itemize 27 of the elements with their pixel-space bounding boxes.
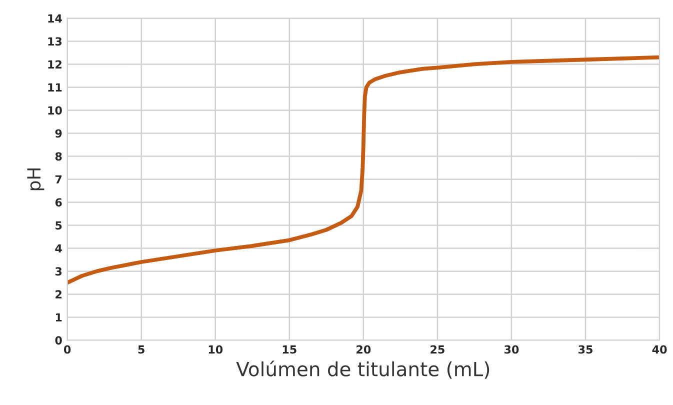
y-tick-label: 0	[55, 336, 62, 345]
x-tick-label: 40	[652, 345, 667, 354]
y-tick-label: 6	[55, 198, 62, 207]
x-tick-label: 5	[138, 345, 144, 354]
x-tick-label: 15	[282, 345, 296, 354]
x-tick-label: 35	[578, 345, 592, 354]
x-tick-label: 20	[356, 345, 371, 354]
y-tick-label: 2	[56, 290, 62, 298]
y-tick-label: 11	[48, 83, 62, 92]
x-axis-title: Volúmen de titulante (mL)	[236, 360, 490, 379]
y-axis-title: pH	[27, 168, 44, 190]
y-tick-label: 12	[48, 60, 62, 68]
y-tick-label: 7	[55, 175, 62, 184]
y-tick-label: 13	[48, 37, 62, 46]
y-tick-label: 4	[55, 244, 62, 252]
x-tick-label: 0	[64, 345, 71, 354]
line-series	[67, 55, 660, 285]
y-tick-label: 14	[48, 14, 62, 22]
y-tick-label: 9	[55, 129, 62, 138]
y-tick-label: 1	[56, 313, 62, 322]
y-tick-label: 3	[55, 267, 62, 276]
x-tick-label: 25	[430, 345, 444, 354]
y-tick-label: 5	[56, 221, 62, 230]
x-tick-label: 10	[208, 345, 223, 354]
y-tick-label: 10	[48, 106, 62, 115]
x-tick-label: 30	[504, 345, 519, 354]
y-tick-label: 8	[55, 152, 62, 161]
